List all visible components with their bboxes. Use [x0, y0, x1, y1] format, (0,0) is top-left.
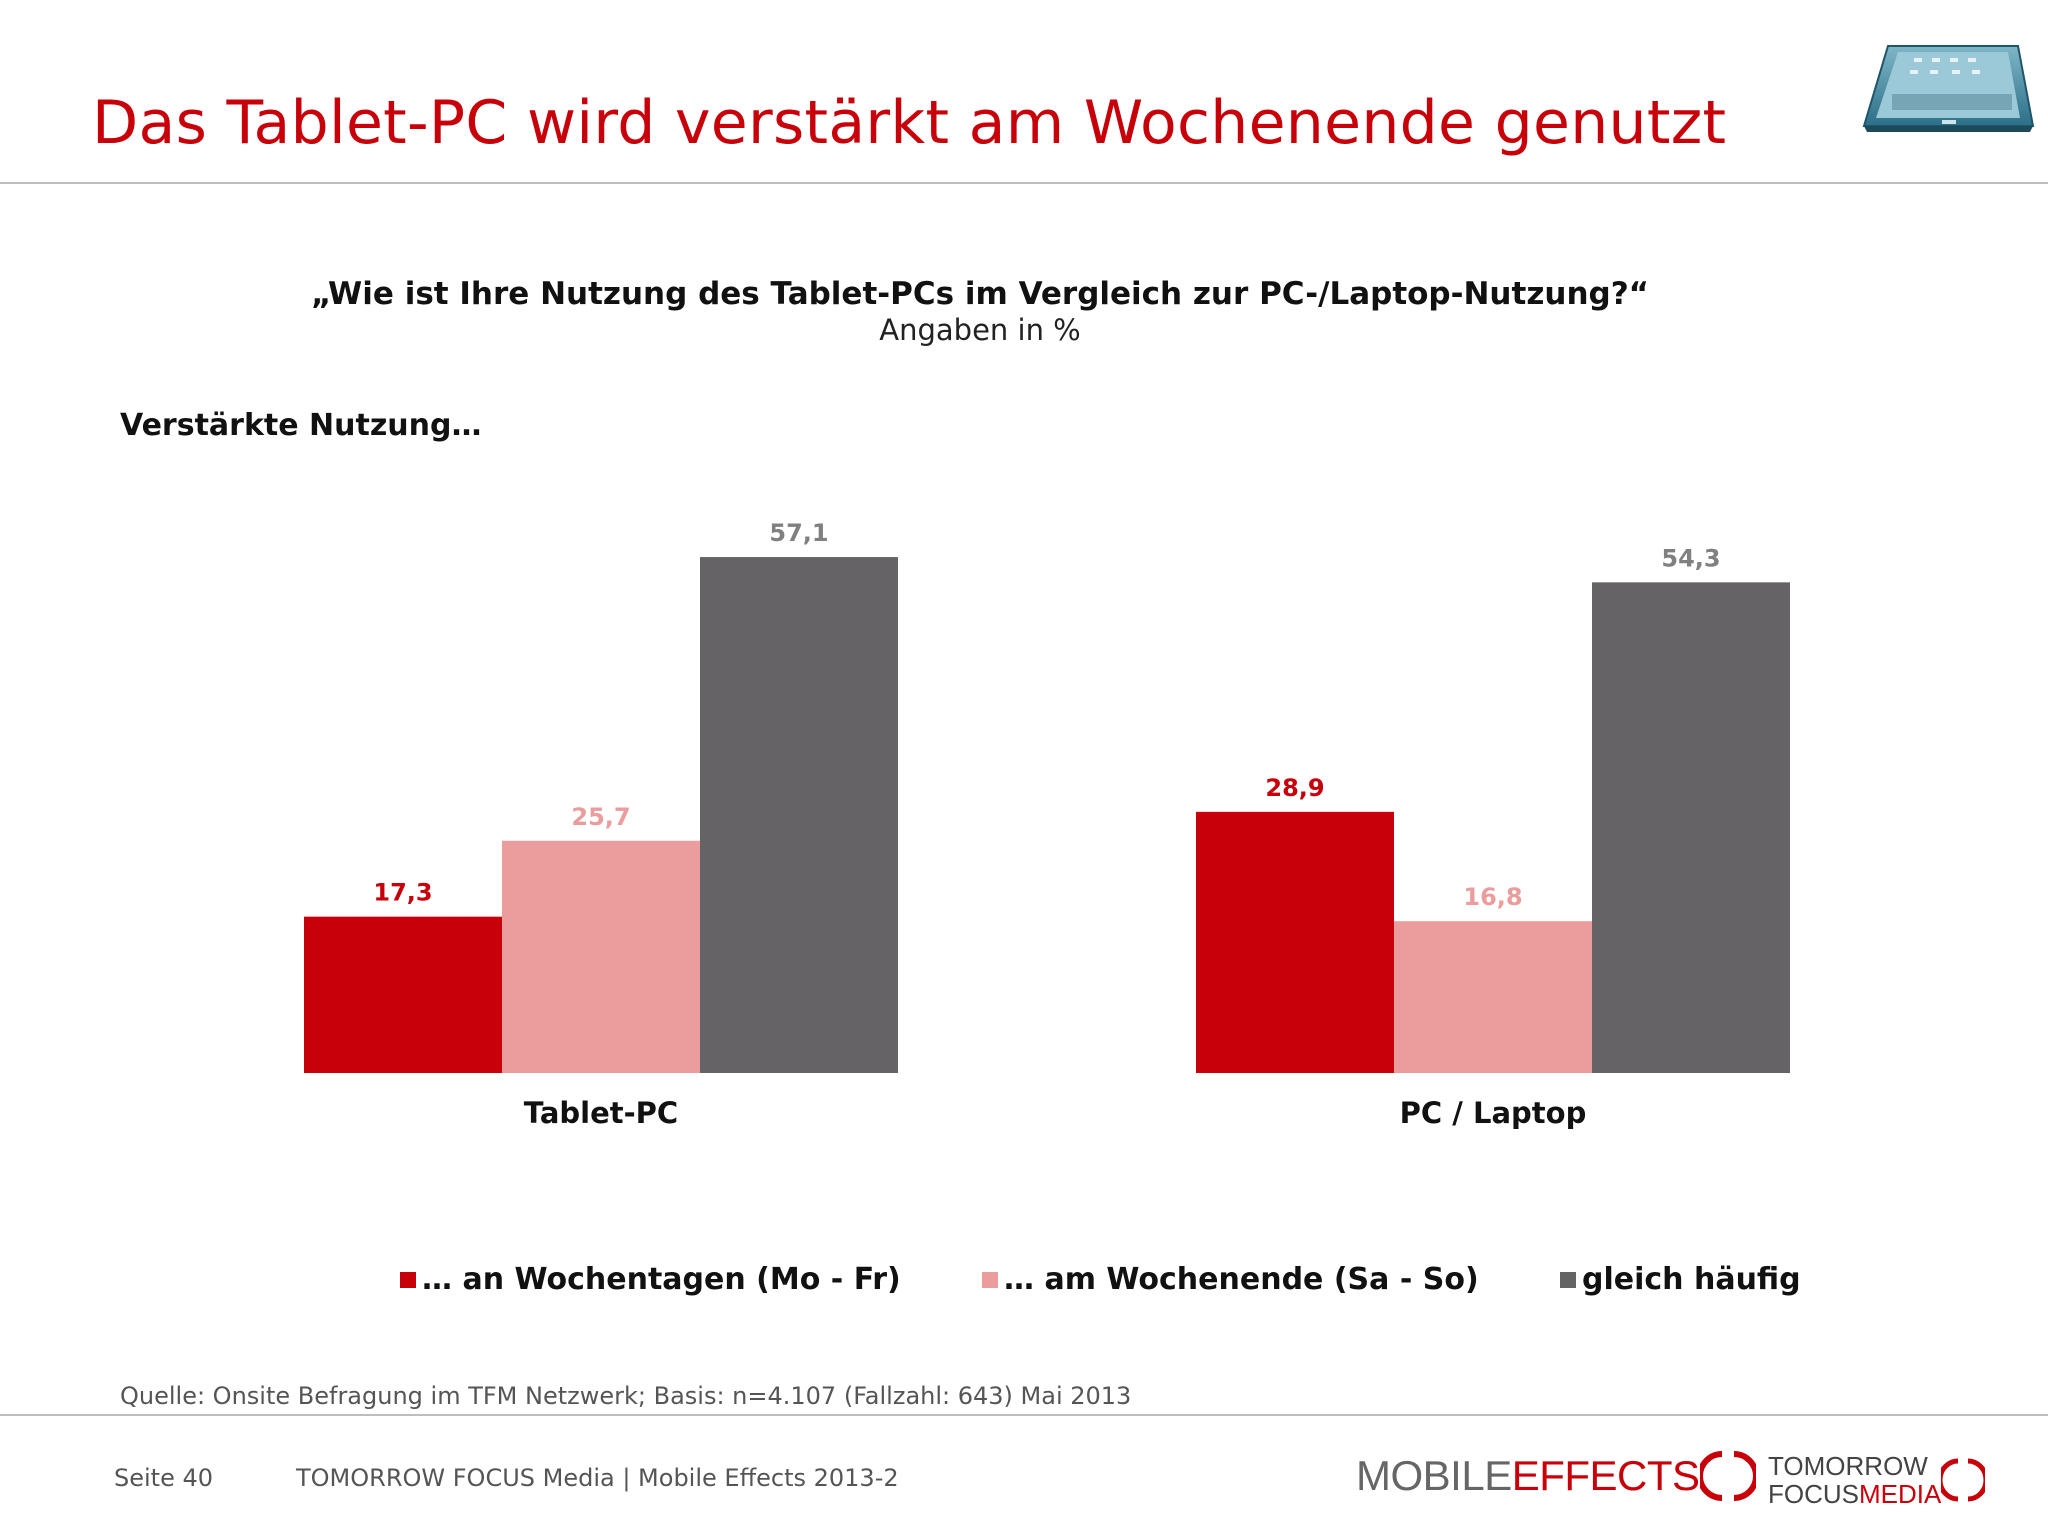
legend-item-weekend: … am Wochenende (Sa - So) [982, 1262, 1479, 1297]
legend-label-equal: gleich häufig [1582, 1262, 1801, 1297]
legend-item-equal: gleich häufig [1560, 1262, 1801, 1297]
bar-tablet-pc-series-0 [304, 916, 502, 1073]
header-divider [0, 182, 2048, 184]
tablet-device-icon [1862, 45, 2035, 132]
legend-item-weekdays: … an Wochentagen (Mo - Fr) [400, 1262, 901, 1297]
legend-swatch-weekend [982, 1271, 998, 1288]
logo-tf-media: MEDIA [1859, 1479, 1942, 1509]
chart-legend: … an Wochentagen (Mo - Fr) … am Wochenen… [0, 1262, 2048, 1302]
legend-swatch-weekdays [400, 1271, 416, 1288]
category-label-tablet-pc: Tablet-PC [524, 1096, 678, 1130]
mobile-effects-logo: MOBILE EFFECTS [1356, 1448, 1756, 1504]
data-label-tablet-pc-series-2: 57,1 [769, 519, 828, 547]
bar-pc-laptop-series-2 [1592, 582, 1790, 1073]
publication-label: TOMORROW FOCUS Media | Mobile Effects 20… [296, 1464, 899, 1492]
legend-swatch-equal [1560, 1271, 1576, 1288]
data-label-tablet-pc-series-0: 17,3 [373, 879, 432, 907]
unit-note: Angaben in % [879, 313, 1081, 347]
survey-question: „Wie ist Ihre Nutzung des Tablet-PCs im … [310, 276, 1650, 312]
tomorrow-focus-logo: TOMORROW FOCUSMEDIA [1768, 1451, 1986, 1509]
logo-word-effects: EFFECTS [1511, 1452, 1700, 1499]
bar-pc-laptop-series-1 [1394, 921, 1592, 1073]
source-note: Quelle: Onsite Befragung im TFM Netzwerk… [120, 1382, 1132, 1410]
legend-label-weekend: … am Wochenende (Sa - So) [1004, 1262, 1479, 1297]
bar-tablet-pc-series-1 [502, 840, 700, 1073]
data-label-pc-laptop-series-1: 16,8 [1463, 883, 1522, 911]
data-label-tablet-pc-series-1: 25,7 [571, 803, 630, 831]
page-title: Das Tablet-PC wird verstärkt am Wochenen… [92, 88, 1727, 158]
tomorrow-focus-bracket-icon [1941, 1458, 1986, 1502]
data-label-pc-laptop-series-2: 54,3 [1661, 544, 1720, 572]
data-label-pc-laptop-series-0: 28,9 [1265, 774, 1324, 802]
legend-label-weekdays: … an Wochentagen (Mo - Fr) [422, 1262, 901, 1297]
logo-word-mobile: MOBILE [1356, 1452, 1512, 1499]
bar-pc-laptop-series-0 [1196, 811, 1394, 1073]
mobile-effects-bracket-icon [1699, 1451, 1756, 1501]
category-label-pc-laptop: PC / Laptop [1400, 1096, 1587, 1130]
logo-tf-focus: FOCUS [1768, 1479, 1859, 1509]
footer-divider [0, 1414, 2048, 1416]
logo-tf-line1: TOMORROW [1768, 1451, 1928, 1481]
page-number: Seite 40 [114, 1464, 214, 1492]
chart-subheading: Verstärkte Nutzung… [120, 408, 482, 443]
bar-tablet-pc-series-2 [700, 557, 898, 1073]
